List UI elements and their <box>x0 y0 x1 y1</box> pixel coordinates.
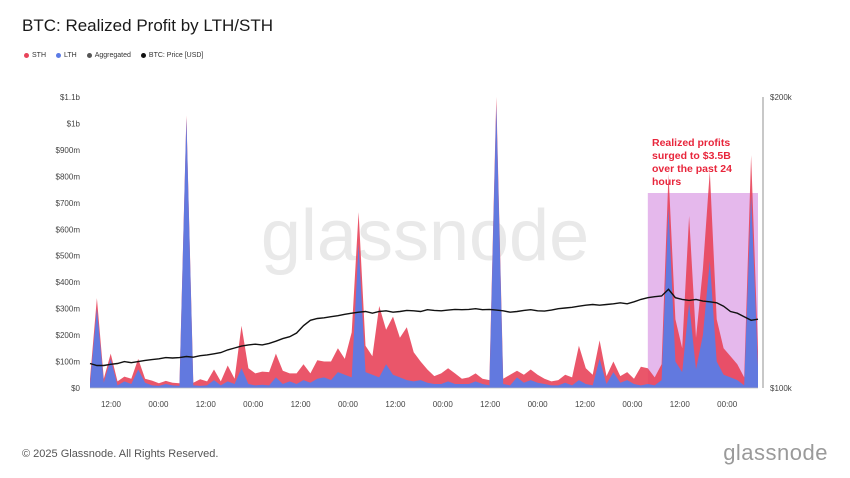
annotation-text: over the past 24 <box>652 163 732 175</box>
y-tick-label: $500m <box>56 252 81 261</box>
legend-label-lth: LTH <box>64 52 77 59</box>
x-tick-label: 00:00 <box>338 400 359 409</box>
brand-logo: glassnode <box>723 440 828 465</box>
legend-item-aggregated[interactable]: Aggregated <box>86 52 131 59</box>
x-tick-label: 12:00 <box>196 400 217 409</box>
legend-swatch-price <box>140 53 146 58</box>
y-tick-label: $300m <box>56 305 81 314</box>
x-tick-label: 00:00 <box>528 400 549 409</box>
y-right-tick-label: $200k <box>770 93 793 102</box>
x-tick-label: 12:00 <box>670 400 691 409</box>
chart-legend: STH LTH Aggregated BTC: Price [USD] <box>24 52 203 59</box>
watermark: glassnode <box>261 196 589 276</box>
chart-plot: glassnode $0 $100m $200m $300m $400m $500m $60… <box>56 93 793 409</box>
legend-label-aggregated: Aggregated <box>94 52 131 59</box>
legend-item-price[interactable]: BTC: Price [USD] <box>140 52 204 59</box>
legend-swatch-sth <box>24 53 29 58</box>
annotation-text: Realized profits <box>652 137 730 149</box>
annotation-text: surged to $3.5B <box>652 150 731 162</box>
x-tick-label: 12:00 <box>385 400 406 409</box>
x-tick-label: 00:00 <box>148 400 169 409</box>
x-tick-label: 12:00 <box>480 400 501 409</box>
y-tick-label: $1.1b <box>60 93 81 102</box>
y-right-tick-label: $100k <box>770 384 793 393</box>
x-tick-label: 12:00 <box>575 400 596 409</box>
legend-swatch-aggregated <box>86 53 92 58</box>
annotation-text: hours <box>652 176 681 188</box>
lth-area <box>90 104 758 389</box>
x-tick-label: 12:00 <box>101 400 122 409</box>
y-tick-label: $800m <box>56 172 81 181</box>
y-tick-label: $1b <box>67 119 81 128</box>
y-tick-label: $900m <box>56 146 81 155</box>
chart-title: BTC: Realized Profit by LTH/STH <box>22 16 273 35</box>
copyright-footer: © 2025 Glassnode. All Rights Reserved. <box>22 448 219 460</box>
y-tick-label: $600m <box>56 225 81 234</box>
x-tick-label: 00:00 <box>717 400 738 409</box>
y-tick-label: $0 <box>71 384 80 393</box>
x-tick-label: 00:00 <box>243 400 264 409</box>
legend-swatch-lth <box>56 53 61 58</box>
price-line <box>89 288 759 367</box>
x-tick-label: 00:00 <box>622 400 643 409</box>
y-tick-label: $700m <box>56 199 81 208</box>
x-tick-label: 12:00 <box>291 400 312 409</box>
y-tick-label: $200m <box>56 331 81 340</box>
y-tick-label: $100m <box>56 358 81 367</box>
legend-label-price: BTC: Price [USD] <box>148 52 204 59</box>
legend-item-sth[interactable]: STH <box>24 52 46 59</box>
y-tick-label: $400m <box>56 278 81 287</box>
legend-label-sth: STH <box>32 52 46 59</box>
legend-item-lth[interactable]: LTH <box>56 52 77 59</box>
x-tick-label: 00:00 <box>433 400 454 409</box>
